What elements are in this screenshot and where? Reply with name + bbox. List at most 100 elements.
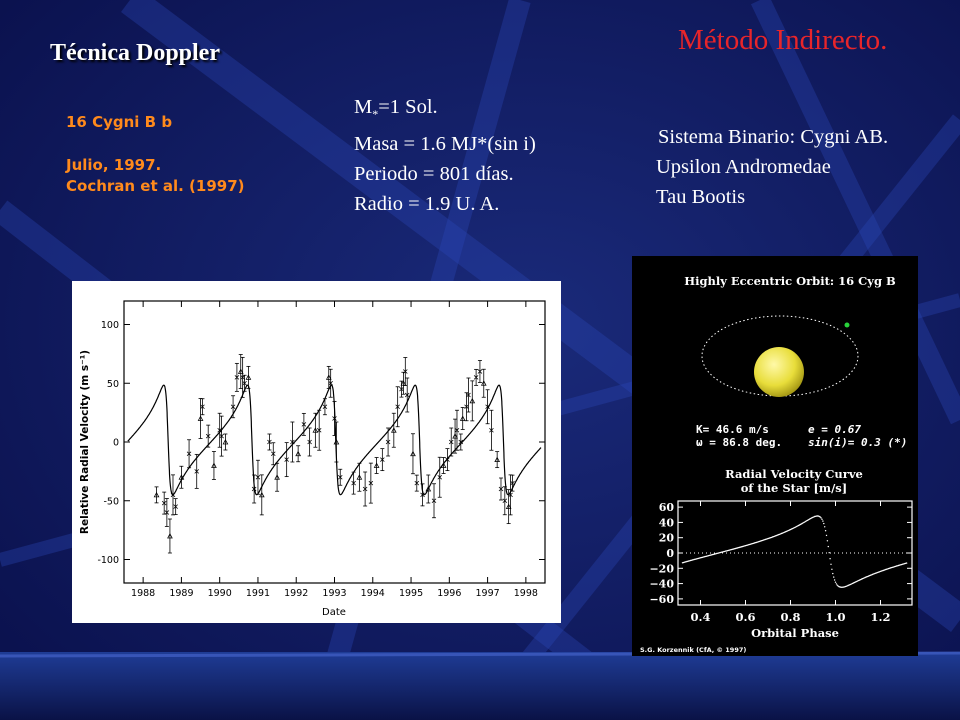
y-tick-label: −40	[649, 578, 674, 591]
phase-curve-point	[826, 540, 829, 542]
data-point	[312, 412, 319, 448]
data-point	[351, 471, 356, 495]
x-tick-label: 0.4	[690, 610, 710, 624]
data-point	[337, 468, 343, 486]
x-tick-label: 1988	[131, 588, 155, 599]
data-point	[255, 459, 261, 495]
data-point	[440, 457, 447, 474]
system-item: Upsilon Andromedae	[656, 156, 831, 178]
data-point	[328, 368, 333, 398]
slide-title: Método Indirecto.	[678, 24, 888, 56]
phase-curve-point	[821, 518, 823, 520]
param-star-mass: M*=1 Sol.	[354, 96, 438, 122]
x-tick-label: 1.2	[870, 610, 890, 624]
phase-curve-point	[828, 552, 830, 554]
data-point	[290, 421, 295, 463]
y-tick-label: 0	[666, 547, 674, 560]
x-tick-label: 1996	[437, 588, 461, 599]
phase-curve-point	[823, 522, 825, 525]
radial-velocity-chart-svg: 100 50 0 -50 -100 1988 1989 1990 1991 1992 1993 19…	[79, 300, 546, 618]
data-point	[403, 357, 408, 386]
image-credit: S.G. Korzennik (CfA, © 1997)	[640, 646, 746, 654]
x-tick-label: 0.8	[780, 610, 800, 624]
x-tick-label: 1997	[475, 588, 499, 599]
data-point	[153, 486, 160, 504]
phase-curve-point	[905, 562, 908, 564]
y-tick-label: -100	[97, 555, 119, 566]
data-point	[222, 433, 229, 451]
data-point	[234, 362, 240, 392]
data-point	[178, 465, 185, 489]
data-point	[431, 483, 437, 519]
discovery-date: Julio, 1997.	[66, 156, 162, 174]
phase-curve-point	[834, 581, 837, 583]
data-point	[242, 374, 247, 392]
data-point	[251, 474, 257, 504]
data-point	[510, 474, 515, 492]
param-period: Periodo = 801 días.	[354, 163, 514, 186]
x-axis-label: Date	[322, 607, 346, 618]
data-point	[219, 415, 224, 457]
data-point	[385, 427, 391, 457]
x-tick-label: 1991	[246, 588, 270, 599]
data-point	[316, 409, 322, 451]
data-point	[437, 456, 443, 498]
phase-curve-point	[824, 530, 827, 532]
data-point	[194, 453, 200, 489]
y-tick-label: −60	[649, 593, 674, 606]
omega-label: ω = 86.8 deg.	[696, 436, 782, 449]
y-tick-label: 100	[101, 320, 119, 331]
technique-heading: Técnica Doppler	[50, 40, 220, 66]
data-point	[356, 462, 363, 492]
data-point	[205, 424, 211, 448]
curve-title-line2: of the Star [m/s]	[741, 481, 847, 495]
data-point	[211, 451, 217, 480]
planet-orbit	[701, 315, 859, 397]
data-point	[473, 368, 479, 386]
data-point	[489, 409, 494, 451]
discovery-reference: Cochran et al. (1997)	[66, 177, 245, 195]
eccentric-orbit-panel: Highly Eccentric Orbit: 16 Cyg B K= 46.6…	[632, 256, 918, 656]
x-tick-label: 1998	[514, 588, 538, 599]
system-item: Sistema Binario: Cygni AB.	[658, 126, 889, 148]
data-point	[333, 421, 340, 463]
x-tick-label: 1995	[399, 588, 423, 599]
phase-curve-point	[835, 583, 838, 585]
y-tick-label: 60	[659, 501, 675, 514]
data-point	[200, 398, 205, 416]
data-point	[485, 389, 490, 425]
data-point	[454, 409, 460, 451]
data-point	[332, 401, 337, 436]
data-point	[186, 439, 192, 469]
data-point	[459, 407, 466, 430]
phase-curve-point	[831, 568, 833, 570]
data-point	[173, 498, 178, 516]
planet-marker	[844, 322, 850, 328]
param-radius: Radio = 1.9 U. A.	[354, 193, 500, 216]
phase-curve-point	[820, 517, 822, 519]
inclination-label: sin(i)= 0.3 (*)	[808, 436, 907, 449]
system-item: Tau Bootis	[656, 186, 746, 208]
data-point	[469, 380, 476, 422]
y-tick-label: 50	[107, 379, 119, 390]
data-point	[380, 448, 385, 472]
data-point	[498, 477, 504, 501]
data-point	[458, 433, 464, 451]
phase-curve-point	[822, 520, 824, 522]
y-axis-label: Relative Radial Velocity (m s⁻¹)	[79, 350, 91, 534]
phase-curve-point	[836, 584, 838, 586]
eccentricity-label: e = 0.67	[808, 423, 861, 436]
data-point	[410, 433, 416, 475]
data-point	[301, 412, 307, 436]
data-point	[494, 451, 501, 469]
data-point	[217, 412, 222, 448]
data-point	[425, 474, 432, 504]
phase-curve-point	[833, 579, 836, 581]
phase-curve-point	[819, 516, 821, 518]
data-point	[284, 442, 289, 478]
y-tick-label: 20	[659, 532, 675, 545]
data-point	[274, 462, 280, 492]
x-tick-label: 1990	[208, 588, 232, 599]
data-point	[399, 380, 404, 398]
x-tick-label: 1989	[169, 588, 193, 599]
